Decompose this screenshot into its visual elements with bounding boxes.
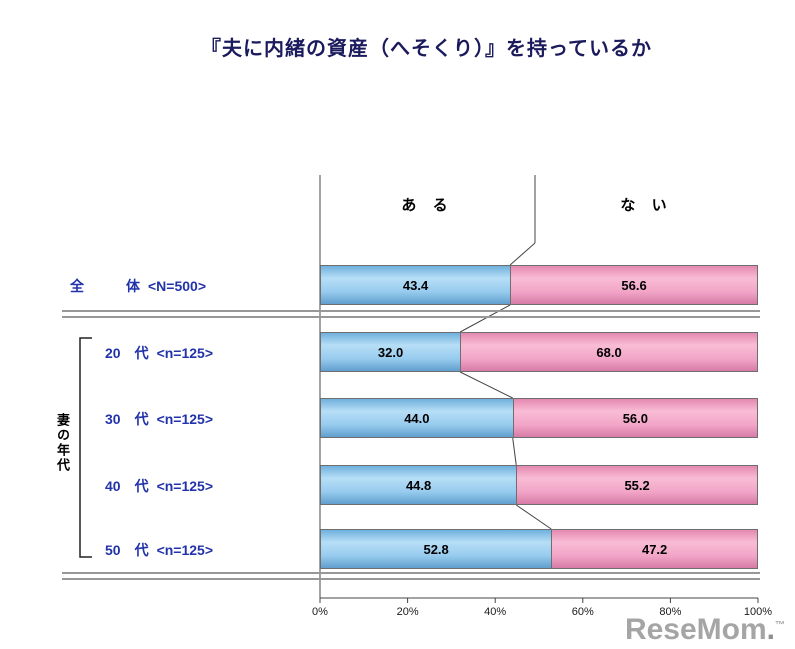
segment-connector-line [459,304,511,333]
bar-segment-nai: 55.2 [516,465,758,505]
x-tick-label: 80% [659,606,682,618]
row-sample-size: <n=125> [156,542,214,558]
chart-title: 『夫に内緒の資産（へそくり）』を持っているか [201,38,652,60]
row-label: 50 代 <n=125> [105,540,213,560]
age-group-bracket [79,337,92,558]
row-label-text: 50 代 [105,542,149,558]
row-sample-size: <N=500> [148,278,206,294]
row-label-text: 40 代 [105,478,149,494]
x-tick-label: 100% [743,606,773,618]
watermark-dot: . [766,613,775,646]
x-tick-label: 40% [484,606,507,618]
age-group-label: 妻の年代 [55,413,70,473]
row-label: 全 体 <N=500> [70,276,206,296]
watermark: ReseMom.™ [625,615,785,645]
bar-segment-nai: 47.2 [551,529,758,569]
bar-segment-nai: 56.6 [510,265,758,305]
bar-segment-aru: 32.0 [320,332,461,372]
series-label-aru: あ る [401,197,454,214]
row-sample-size: <n=125> [156,478,214,494]
row-label-text: 30 代 [105,411,149,427]
stacked-bar: 44.0 56.0 [320,398,758,438]
stacked-bar: 32.0 68.0 [320,332,758,372]
row-sample-size: <n=125> [156,411,214,427]
series-label-nai: な い [620,197,673,214]
row-label-text: 全 体 [70,278,140,294]
bar-value-aru: 32.0 [377,344,404,360]
row-sample-size: <n=125> [156,345,214,361]
bar-value-nai: 56.6 [621,277,647,293]
x-tick-label: 20% [396,606,419,618]
row-label: 40 代 <n=125> [105,476,213,496]
bar-segment-aru: 44.0 [320,398,513,438]
row-label-text: 20 代 [105,345,149,361]
bar-value-aru: 44.8 [405,477,432,493]
row-label: 20 代 <n=125> [105,343,213,363]
segment-connector-line [459,371,513,399]
segment-connector-line [515,504,552,530]
stacked-bar: 52.8 47.2 [320,529,758,569]
bar-value-nai: 56.0 [622,410,649,426]
watermark-text: ReseMom [624,613,767,646]
stacked-bar: 44.8 55.2 [320,465,758,505]
bar-value-nai: 68.0 [596,344,622,360]
bar-segment-aru: 52.8 [320,529,552,569]
row-label: 30 代 <n=125> [105,409,213,429]
bar-value-aru: 43.4 [402,277,429,293]
bar-segment-nai: 68.0 [460,332,758,372]
bar-segment-aru: 43.4 [320,265,511,305]
bar-value-aru: 44.0 [404,410,430,426]
bar-segment-nai: 56.0 [512,398,758,438]
stacked-bar: 43.4 56.6 [320,265,758,305]
x-tick-label: 0% [312,606,328,618]
segment-connector-line [512,437,517,466]
bar-value-nai: 47.2 [641,541,668,557]
x-tick-label: 60% [571,606,594,618]
header-leader-line [509,242,536,266]
bar-value-aru: 52.8 [423,541,449,557]
bar-segment-aru: 44.8 [320,465,517,505]
bar-value-nai: 55.2 [624,477,650,493]
watermark-tm: ™ [775,620,785,631]
